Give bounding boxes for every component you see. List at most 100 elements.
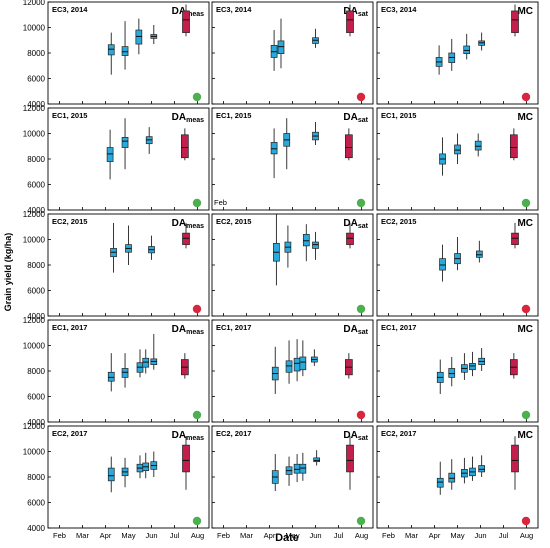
y-tick-label: 6000: [27, 499, 45, 508]
panel-experiment-label: EC3, 2014: [381, 5, 417, 14]
box: [182, 444, 190, 473]
box: [121, 46, 129, 56]
chart-panel: 4000 6000 8000 10000 12000 Feb Mar Apr May Jun Jul…: [23, 422, 210, 540]
box: [312, 241, 319, 249]
indicator-dot: [521, 92, 531, 102]
y-tick-label: 12000: [23, 210, 46, 219]
panel-method-label: MC: [517, 218, 533, 229]
y-tick-label: 6000: [27, 181, 45, 190]
y-tick-label: 10000: [23, 236, 46, 245]
x-tick-label: May: [285, 531, 299, 540]
box: [345, 134, 353, 159]
box: [474, 140, 482, 151]
indicator-dot: [356, 92, 366, 102]
x-tick-label: Jul: [334, 531, 344, 540]
x-tick-label: Jun: [145, 531, 157, 540]
box: [270, 142, 278, 155]
x-tick-label: Jul: [499, 531, 509, 540]
y-tick-label: 8000: [27, 49, 45, 58]
chart-panel: Feb Mar Apr May Jun Jul Aug EC2, 2017 DAsat: [211, 425, 374, 540]
chart-panel: EC2, 2015 MC: [376, 213, 539, 317]
box: [293, 357, 301, 372]
panel-method-label: DAmeas: [172, 430, 204, 442]
box: [107, 467, 115, 482]
box: [436, 477, 444, 488]
box: [511, 10, 519, 33]
box: [448, 472, 456, 483]
indicator-dot: [192, 198, 202, 208]
panel-experiment-label: EC2, 2017: [52, 429, 87, 438]
box: [510, 134, 518, 159]
panel-method-label: DAsat: [343, 324, 368, 336]
panel-method-label: DAmeas: [172, 218, 204, 230]
y-tick-label: 8000: [27, 473, 45, 482]
y-tick-label: 10000: [23, 342, 46, 351]
panel-experiment-label: EC2, 2017: [216, 429, 251, 438]
y-tick-label: 4000: [27, 524, 45, 533]
y-tick-label: 12000: [23, 0, 46, 7]
chart-panel: EC1, 2017 MC: [376, 319, 539, 423]
x-tick-label: Apr: [264, 531, 276, 540]
box: [107, 371, 115, 382]
panel-frame: [211, 213, 374, 317]
panel-frame: [47, 425, 210, 529]
box: [448, 368, 456, 378]
box: [346, 10, 354, 33]
x-tick-label: Mar: [76, 531, 89, 540]
panel-experiment-label: EC1, 2015: [216, 111, 251, 120]
box: [511, 232, 519, 245]
panel-experiment-label: EC1, 2015: [52, 111, 87, 120]
chart-panel: 4000 6000 8000 10000 12000 EC3, 2014 DAmeas: [23, 0, 210, 109]
panel-experiment-label: EC2, 2015: [381, 217, 416, 226]
y-tick-label: 4000: [27, 312, 45, 321]
box: [285, 360, 293, 373]
y-tick-label: 8000: [27, 155, 45, 164]
y-tick-label: 8000: [27, 261, 45, 270]
box: [135, 29, 143, 45]
x-tick-label: Feb: [214, 198, 227, 207]
y-tick-label: 10000: [23, 448, 46, 457]
panels-group: 4000 6000 8000 10000 12000 EC3, 2014 DAmeas EC3…: [23, 0, 539, 540]
x-tick-label: Apr: [429, 531, 441, 540]
x-tick-label: May: [121, 531, 135, 540]
panel-experiment-label: EC1, 2017: [381, 323, 416, 332]
box: [476, 250, 483, 258]
panel-method-label: MC: [517, 324, 533, 335]
box: [299, 463, 307, 474]
chart-panel: Feb Mar Apr May Jun Jul Aug EC2, 2017 MC: [376, 425, 539, 540]
chart-panel: Feb EC1, 2015 DAsat: [211, 107, 374, 211]
chart-panel: 4000 6000 8000 10000 12000 EC1, 2017 DAmeas: [23, 316, 210, 427]
box: [439, 258, 446, 271]
indicator-dot: [356, 198, 366, 208]
panel-experiment-label: EC1, 2015: [381, 111, 416, 120]
indicator-dot: [356, 410, 366, 420]
box: [182, 10, 190, 33]
indicator-dot: [192, 516, 202, 526]
indicator-dot: [521, 198, 531, 208]
box: [463, 45, 471, 54]
panel-experiment-label: EC3, 2014: [52, 5, 88, 14]
panel-experiment-label: EC2, 2015: [216, 217, 251, 226]
box: [346, 232, 354, 245]
y-tick-label: 8000: [27, 367, 45, 376]
box: [469, 363, 476, 371]
indicator-dot: [521, 410, 531, 420]
indicator-dot: [356, 304, 366, 314]
panel-experiment-label: EC1, 2017: [216, 323, 251, 332]
y-tick-label: 12000: [23, 316, 46, 325]
panel-method-label: MC: [517, 112, 533, 123]
x-tick-label: Feb: [53, 531, 66, 540]
indicator-dot: [521, 304, 531, 314]
indicator-dot: [192, 410, 202, 420]
box: [121, 368, 129, 378]
panel-method-label: DAsat: [343, 430, 368, 442]
box: [511, 444, 519, 473]
panel-method-label: DAmeas: [172, 324, 204, 336]
y-tick-label: 12000: [23, 104, 46, 113]
chart-panel: EC3, 2014DAsat: [211, 1, 374, 105]
chart-panel: EC2, 2015 DAsat: [211, 213, 374, 317]
chart-panel: EC1, 2015 MC: [376, 107, 539, 211]
chart-panel: EC3, 2014 MC: [376, 1, 539, 105]
y-tick-label: 6000: [27, 75, 45, 84]
chart-panel: EC1, 2017 DAsat: [211, 319, 374, 423]
